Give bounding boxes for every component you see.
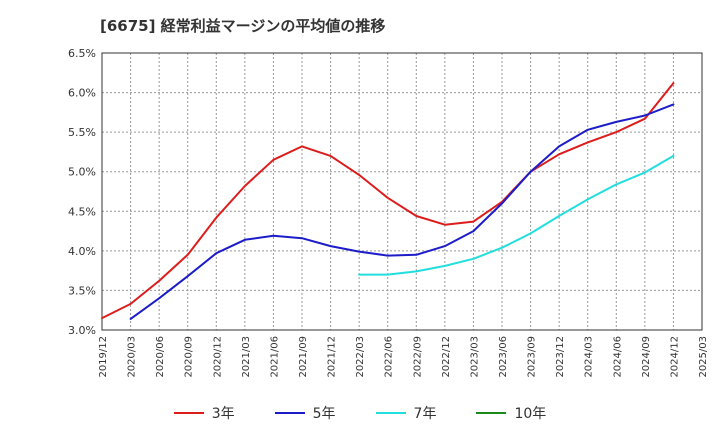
- legend-swatch: [173, 412, 204, 414]
- x-tick-label: 2024/09: [641, 336, 652, 378]
- x-tick-label: 2022/03: [355, 336, 366, 378]
- x-tick-label: 2020/06: [155, 336, 166, 378]
- legend-swatch: [375, 412, 406, 414]
- legend-swatch: [274, 412, 305, 414]
- legend-item: 7年: [375, 403, 437, 423]
- x-tick-label: 2023/06: [498, 336, 509, 378]
- x-tick-label: 2021/12: [327, 336, 338, 378]
- x-tick-label: 2021/06: [269, 336, 280, 378]
- legend-item: 5年: [274, 403, 336, 423]
- x-tick-label: 2022/06: [384, 336, 395, 378]
- legend-swatch: [476, 412, 507, 414]
- y-tick-label: 3.0%: [68, 324, 96, 337]
- x-tick-label: 2020/12: [212, 336, 223, 378]
- y-tick-label: 6.5%: [68, 47, 96, 60]
- y-tick-label: 4.5%: [68, 205, 96, 218]
- y-tick-label: 4.0%: [68, 245, 96, 258]
- x-tick-label: 2024/06: [612, 336, 623, 378]
- x-tick-label: 2019/12: [98, 336, 109, 378]
- series-line-3年: [101, 82, 675, 320]
- x-tick-label: 2021/03: [241, 336, 252, 378]
- x-tick-label: 2022/12: [441, 336, 452, 378]
- legend-label: 5年: [312, 406, 336, 422]
- legend-label: 3年: [211, 406, 235, 422]
- series-line-7年: [358, 154, 675, 276]
- x-tick-label: 2021/09: [298, 336, 309, 378]
- legend: 3年 5年 7年 10年: [0, 403, 720, 423]
- legend-item: 10年: [476, 403, 546, 423]
- x-tick-label: 2024/03: [584, 336, 595, 378]
- x-tick-label: 2022/09: [412, 336, 423, 378]
- x-tick-label: 2020/03: [127, 336, 138, 378]
- plot-area-border: [101, 52, 703, 331]
- x-tick-label: 2024/12: [669, 336, 680, 378]
- y-tick-label: 5.5%: [68, 126, 96, 139]
- y-tick-label: 5.0%: [68, 166, 96, 179]
- legend-label: 7年: [413, 406, 437, 422]
- legend-item: 3年: [173, 403, 235, 423]
- x-tick-label: 2023/03: [469, 336, 480, 378]
- x-tick-label: 2023/09: [527, 336, 538, 378]
- legend-label: 10年: [514, 406, 547, 422]
- y-tick-label: 6.0%: [68, 87, 96, 100]
- x-tick-label: 2023/12: [555, 336, 566, 378]
- series-line-5年: [129, 103, 675, 320]
- y-tick-label: 3.5%: [68, 284, 96, 297]
- chart-title: [6675] 経常利益マージンの平均値の推移: [100, 17, 386, 35]
- x-tick-label: 2020/09: [184, 336, 195, 378]
- x-tick-label: 2025/03: [698, 336, 709, 378]
